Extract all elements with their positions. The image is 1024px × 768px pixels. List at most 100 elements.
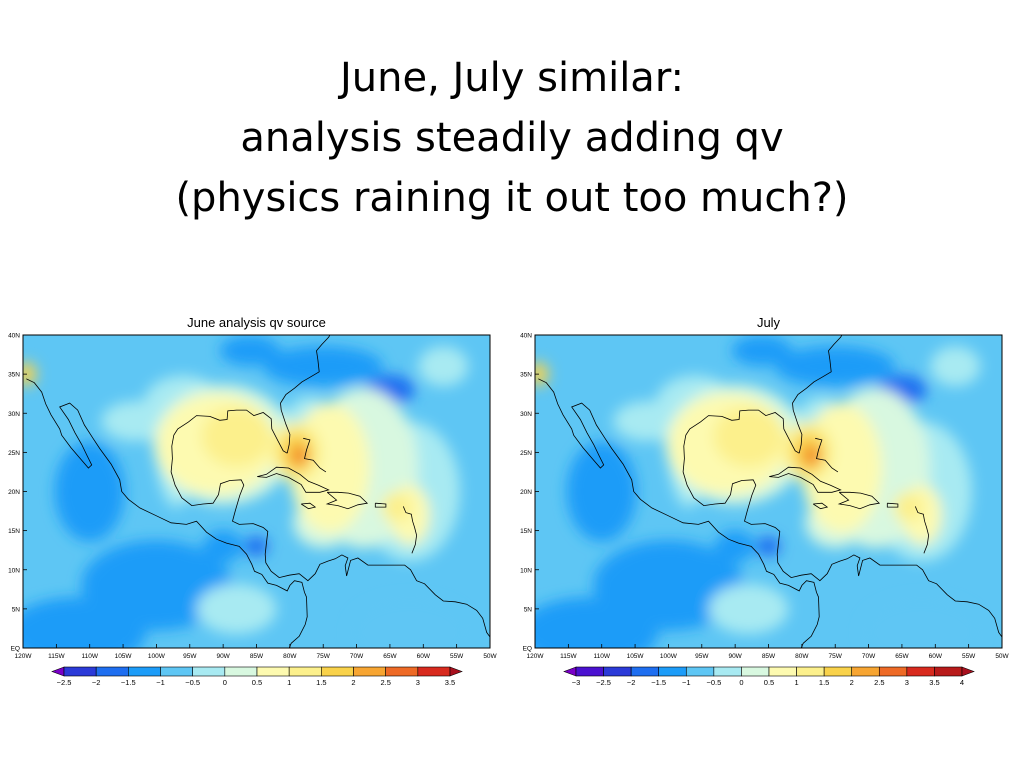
lesser-antilles-outline	[402, 506, 418, 554]
colorbar-swatch	[288, 666, 322, 677]
colorbar-swatch	[878, 666, 908, 677]
qv-contour	[349, 597, 470, 648]
y-tick-label: 5N	[524, 606, 533, 613]
x-tick-label: 90W	[216, 653, 230, 660]
colorbar-high-arrow	[449, 666, 463, 677]
colorbar-label: 0	[223, 678, 227, 687]
colorbar-swatch	[713, 666, 742, 677]
x-tick-label: 65W	[383, 653, 397, 660]
colorbar-label: −1	[156, 678, 165, 687]
colorbar-label: 2	[351, 678, 355, 687]
colorbar-label: 1.5	[316, 678, 326, 687]
colorbar-swatch	[192, 666, 226, 677]
cuba-outline	[257, 466, 330, 493]
colorbar-swatch	[353, 666, 386, 677]
x-tick-label: 85W	[762, 653, 776, 660]
colorbar-swatch	[385, 666, 419, 677]
colorbar-swatch	[224, 666, 258, 677]
qv-contour	[101, 401, 172, 442]
y-tick-label: 35N	[520, 372, 532, 379]
colorbar-label: 1	[794, 678, 798, 687]
x-tick-label: 115W	[560, 653, 577, 660]
title-line-1: June, July similar:	[339, 55, 685, 101]
qv-contour	[294, 449, 305, 464]
x-tick-label: 100W	[148, 653, 166, 660]
colorbar-label: −0.5	[185, 678, 200, 687]
puerto-rico-outline	[374, 502, 387, 508]
x-tick-label: 95W	[695, 653, 709, 660]
colorbar-label: 4	[960, 678, 964, 687]
colorbar-swatch	[685, 666, 715, 677]
qv-contour	[23, 362, 37, 387]
colorbar-label: 3.5	[929, 678, 939, 687]
june-qv-map: June analysis qv source 120W 115W 110W 105W 1…	[8, 315, 497, 687]
x-tick-label: 110W	[81, 653, 98, 660]
qv-contour	[219, 335, 280, 366]
bahamas-outline	[815, 437, 839, 473]
y-tick-label: EQ	[523, 646, 532, 653]
colorbar-swatch	[768, 666, 797, 677]
colorbar-label: −1	[682, 678, 691, 687]
colorbar-label: 1	[287, 678, 291, 687]
qv-contour	[54, 441, 125, 542]
x-tick-label: 80W	[283, 653, 297, 660]
x-tick-label: 105W	[627, 653, 645, 660]
x-tick-label: 85W	[250, 653, 264, 660]
colorbar-label: −1.5	[121, 678, 136, 687]
qv-contour	[930, 346, 981, 387]
y-tick-label: 40N	[520, 333, 532, 340]
y-tick-label: 20N	[520, 489, 532, 496]
x-tick-label: 55W	[450, 653, 464, 660]
y-tick-label: 15N	[520, 528, 532, 535]
colorbar-swatch	[63, 666, 97, 677]
qv-contour	[713, 406, 784, 467]
colorbar-swatch	[256, 666, 290, 677]
colorbar-swatch	[128, 666, 161, 677]
y-tick-label: 30N	[8, 411, 20, 418]
qv-contour	[708, 583, 789, 634]
qv-contour	[196, 583, 277, 634]
lesser-antilles-outline	[914, 506, 930, 554]
colorbar-swatch	[575, 666, 604, 677]
title-line-3: (physics raining it out too much?)	[175, 175, 849, 221]
colorbar-label: −3	[572, 678, 581, 687]
colorbar-label: 0.5	[764, 678, 774, 687]
qv-contour	[861, 597, 982, 648]
x-tick-label: 50W	[483, 653, 497, 660]
qv-contour	[893, 492, 924, 523]
colorbar-swatch	[630, 666, 660, 677]
x-tick-label: 95W	[183, 653, 197, 660]
qv-contour	[201, 406, 272, 467]
qv-contour	[81, 540, 232, 631]
y-tick-label: 25N	[8, 450, 20, 457]
colorbar-label: −2	[92, 678, 101, 687]
colorbar-label: 1.5	[819, 678, 829, 687]
colorbar-low-arrow	[563, 666, 577, 677]
qv-contour	[203, 530, 244, 563]
qv-field	[535, 335, 1002, 648]
jamaica-outline	[300, 502, 317, 510]
x-tick-label: 55W	[962, 653, 976, 660]
hispaniola-outline	[325, 491, 369, 510]
pacific-coastline	[26, 378, 308, 648]
x-tick-label: 90W	[728, 653, 742, 660]
colorbar-swatch	[95, 666, 129, 677]
colorbar-label: 3.5	[445, 678, 455, 687]
coastlines	[538, 335, 1002, 648]
colorbar-swatch	[658, 666, 687, 677]
colorbar-swatch	[906, 666, 935, 677]
atlantic-coastline	[792, 335, 843, 454]
colorbar-swatch	[417, 666, 451, 677]
puerto-rico-outline	[886, 502, 899, 508]
qv-contour	[613, 401, 684, 442]
qv-field	[23, 335, 490, 648]
colorbar-low-arrow	[51, 666, 65, 677]
july-map-title: July	[757, 315, 781, 330]
y-tick-label: 10N	[8, 567, 20, 574]
qv-contour	[418, 346, 469, 387]
qv-contour	[381, 492, 412, 523]
june-map-title: June analysis qv source	[187, 315, 326, 330]
atlantic-coastline	[280, 335, 331, 454]
colorbar-swatch	[603, 666, 632, 677]
y-tick-label: 30N	[520, 411, 532, 418]
